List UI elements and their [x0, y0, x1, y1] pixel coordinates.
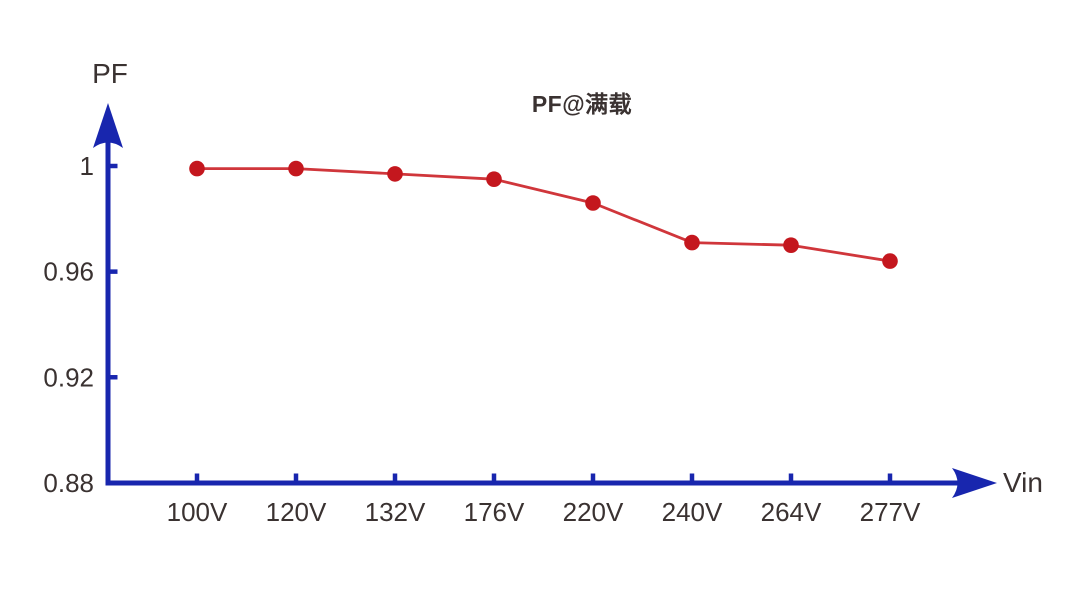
x-tick-label: 240V	[662, 497, 723, 527]
x-tick-label: 176V	[464, 497, 525, 527]
data-point	[189, 160, 205, 177]
x-axis-arrow-icon	[952, 468, 997, 498]
chart-title: PF@满载	[531, 91, 633, 117]
x-axis-title: Vin	[1003, 467, 1043, 498]
y-axis-title: PF	[92, 58, 128, 89]
data-point	[882, 253, 898, 269]
x-tick-label: 100V	[167, 497, 228, 527]
x-tick-label: 120V	[266, 497, 327, 527]
x-tick-label: 264V	[761, 497, 822, 527]
data-point	[288, 160, 304, 177]
data-point	[684, 234, 700, 251]
data-point	[585, 195, 601, 211]
series-line	[197, 167, 891, 263]
data-point	[486, 171, 502, 187]
x-tick-label: 132V	[365, 497, 426, 527]
y-tick-label: 0.96	[43, 257, 94, 287]
y-tick-label: 0.88	[43, 468, 94, 498]
x-tick-label: 220V	[563, 497, 624, 527]
data-point	[783, 237, 799, 253]
y-tick-label: 0.92	[43, 362, 94, 392]
y-axis-arrow-icon	[93, 103, 123, 148]
x-tick-label: 277V	[860, 497, 921, 527]
data-point	[387, 166, 403, 182]
y-tick-label: 1	[80, 151, 94, 181]
